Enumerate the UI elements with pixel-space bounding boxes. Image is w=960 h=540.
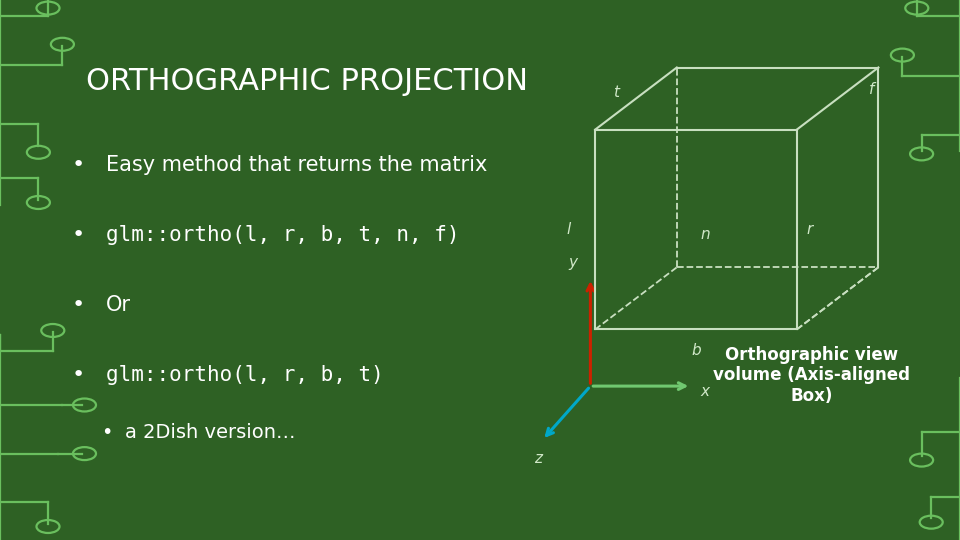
Text: l: l — [567, 222, 571, 237]
Text: f: f — [869, 82, 875, 97]
Text: glm::ortho(l, r, b, t): glm::ortho(l, r, b, t) — [106, 365, 383, 386]
Text: y: y — [568, 255, 578, 270]
Text: x: x — [701, 384, 709, 399]
Text: ORTHOGRAPHIC PROJECTION: ORTHOGRAPHIC PROJECTION — [86, 68, 528, 97]
Text: Orthographic view
volume (Axis-aligned
Box): Orthographic view volume (Axis-aligned B… — [712, 346, 910, 405]
Text: glm::ortho(l, r, b, t, n, f): glm::ortho(l, r, b, t, n, f) — [106, 225, 459, 245]
Text: •: • — [72, 154, 85, 175]
Text: t: t — [612, 85, 618, 100]
Text: •: • — [72, 295, 85, 315]
Text: •: • — [101, 422, 112, 442]
Text: a 2Dish version…: a 2Dish version… — [125, 422, 296, 442]
Text: •: • — [72, 365, 85, 386]
Text: z: z — [534, 451, 541, 466]
Text: •: • — [72, 225, 85, 245]
Text: n: n — [701, 227, 710, 242]
Text: Easy method that returns the matrix: Easy method that returns the matrix — [106, 154, 487, 175]
Text: Or: Or — [106, 295, 131, 315]
Text: b: b — [691, 343, 701, 358]
Text: r: r — [806, 222, 813, 237]
